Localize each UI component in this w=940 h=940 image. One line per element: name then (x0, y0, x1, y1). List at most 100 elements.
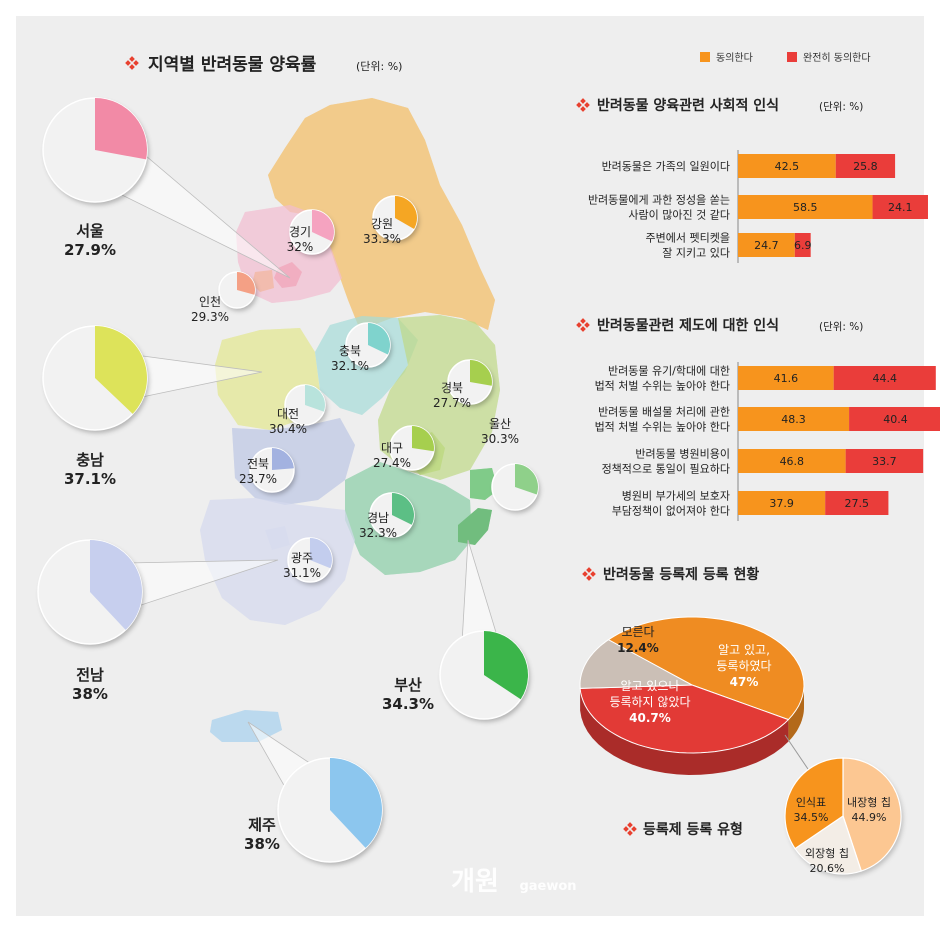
reg-type-slice-인식표 (784, 757, 844, 850)
policy-unit: (단위: %) (819, 320, 863, 333)
region-대전-value: 30.4% (269, 422, 307, 436)
diamond-dot (576, 322, 582, 328)
reg-type-slice-label: 내장형 칩 (847, 796, 891, 809)
social-value-strongly-agree: 24.1 (888, 201, 913, 214)
region-울산-pie (491, 463, 540, 513)
map-incheon (252, 270, 274, 292)
region-울산-pie-slice (515, 464, 539, 495)
region-제주-pie-slice (330, 758, 383, 848)
diamond-dot (631, 826, 637, 832)
region-부산-label: 부산 (394, 676, 422, 694)
registration-slice-label: 등록하였다 (716, 659, 771, 673)
social-value-strongly-agree: 25.8 (853, 160, 878, 173)
policy-category-label: 반려동물 병원비용이 (635, 448, 730, 461)
policy-bar-agree (738, 449, 846, 473)
registration-slice-12-4 (579, 639, 694, 689)
map-title: 지역별 반려동물 양육률 (148, 55, 317, 75)
social-unit: (단위: %) (819, 100, 863, 113)
reg-type-slice-label: 외장형 칩 (805, 847, 849, 860)
registration-slice-40-7 (579, 684, 790, 754)
region-강원-pie (372, 195, 419, 243)
reg-type-title: 등록제 등록 유형 (643, 821, 743, 838)
diamond-dot (580, 106, 586, 112)
region-대구-value: 27.4% (373, 456, 411, 470)
legend-strongly-agree-label: 완전히 동의한다 (803, 52, 871, 64)
policy-category-label: 반려동물 유기/학대에 대한 (608, 365, 730, 378)
registration-slice-label: 모른다 (621, 625, 654, 639)
policy-value-strongly-agree: 33.7 (872, 455, 897, 468)
region-경북-value: 27.7% (433, 396, 471, 410)
korea-map (200, 98, 500, 742)
policy-value-strongly-agree: 40.4 (883, 413, 908, 426)
registration-slice-value: 47% (730, 675, 759, 689)
map-unit: (단위: %) (356, 60, 402, 73)
registration-title-icon (582, 567, 596, 581)
region-경기-pie (289, 209, 336, 257)
registration-type-chart: 등록제 등록 유형 내장형 칩 44.9% 외장형 칩 20.6% 인식표 34.5% (623, 757, 903, 877)
social-chart: 반려동물 양육관련 사회적 인식 (단위: %) 반려동물은 가족의 일원이다 42.… (576, 97, 928, 263)
policy-category-label: 부담정책이 없어져야 한다 (612, 505, 730, 518)
policy-category-label: 정책적으로 통일이 필요하다 (602, 462, 730, 476)
header: 지역별 반려동물 양육률 (단위: %) 동의한다 완전히 동의한다 (125, 52, 871, 75)
region-경기-label: 경기 (289, 225, 311, 239)
social-bar-strongly-agree (835, 154, 896, 178)
region-강원-value: 33.3% (363, 232, 401, 246)
region-대전-label: 대전 (277, 407, 299, 421)
region-서울-pie-slice (95, 98, 148, 160)
policy-category-label: 반려동물 배설물 처리에 관한 (598, 406, 730, 419)
region-경북-pie (447, 359, 494, 407)
region-전남-pie-slice (90, 540, 143, 630)
diamond-dot (627, 822, 633, 828)
region-충북-label: 충북 (339, 344, 361, 358)
region-충남-pie-slice (95, 326, 147, 414)
diamond-dot (580, 326, 586, 332)
registration-slice-label: 알고 있고, (718, 643, 770, 657)
region-충북-pie (345, 322, 392, 370)
diamond-dot (580, 98, 586, 104)
reg-type-slice-value: 34.5% (794, 811, 829, 824)
region-강원-label: 강원 (371, 217, 393, 231)
region-전남-pie (37, 539, 144, 647)
social-category-label: 잘 지키고 있다 (662, 247, 730, 260)
policy-category-label: 법적 처벌 수위는 높아야 한다 (595, 421, 730, 434)
region-대전-pie (284, 384, 327, 428)
region-전북-pie (249, 447, 296, 495)
region-대전-pie-slice (305, 385, 326, 412)
policy-category-label: 병원비 부가세의 보호자 (622, 490, 730, 503)
policy-category-label: 법적 처벌 수위는 높아야 한다 (595, 380, 730, 393)
region-경남-value: 32.3% (359, 526, 397, 540)
map-busan (458, 508, 492, 545)
reg-type-slice-value: 44.9% (852, 811, 887, 824)
registration-slice-label: 알고 있으나 (620, 679, 679, 693)
region-전북-value: 23.7% (239, 472, 277, 486)
region-서울-pie (42, 97, 149, 205)
watermark-brand: 개원 (451, 867, 499, 897)
region-제주-label: 제주 (248, 816, 276, 834)
diamond-dot (133, 60, 139, 66)
diamond-dot (627, 830, 633, 836)
policy-value-agree: 41.6 (774, 372, 799, 385)
policy-chart: 반려동물관련 제도에 대한 인식 (단위: %) 반려동물 유기/학대에 대한법적 … (576, 317, 940, 521)
social-value-agree: 42.5 (775, 160, 800, 173)
diamond-dot (125, 60, 131, 66)
diamond-dot (129, 64, 135, 70)
social-bar-agree (738, 195, 873, 219)
social-title: 반려동물 양육관련 사회적 인식 (597, 97, 779, 114)
region-서울-value: 27.9% (64, 241, 116, 259)
diamond-dot (129, 56, 135, 62)
region-강원-pie-slice (395, 196, 418, 229)
registration-slice-value: 12.4% (617, 641, 659, 655)
diamond-dot (623, 826, 629, 832)
region-충남-pie (42, 325, 149, 433)
policy-value-agree: 46.8 (780, 455, 805, 468)
region-부산-value: 34.3% (382, 695, 434, 713)
region-경기-value: 32% (287, 240, 314, 254)
map-ulsan (470, 468, 498, 500)
region-인천-pie-slice (237, 272, 256, 295)
policy-value-agree: 37.9 (769, 497, 794, 510)
policy-title-icon (576, 318, 590, 332)
watermark-sub: gaewon (519, 879, 576, 894)
policy-bar-agree (738, 407, 850, 431)
